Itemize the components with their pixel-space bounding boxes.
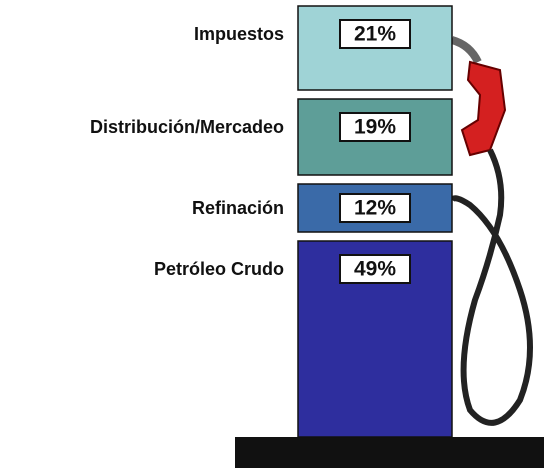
value-label: 19%: [354, 116, 396, 139]
category-label: Distribución/Mercadeo: [90, 117, 284, 137]
category-label: Refinación: [192, 198, 284, 218]
value-label: 49%: [354, 258, 396, 281]
value-box: [339, 19, 411, 49]
value-box: [339, 112, 411, 142]
pump-base: [235, 437, 544, 468]
value-label: 12%: [354, 197, 396, 220]
value-label: 21%: [354, 23, 396, 46]
value-box: [339, 193, 411, 223]
pump-nozzle: [449, 36, 533, 426]
value-box: [339, 254, 411, 284]
category-label: Impuestos: [194, 24, 284, 44]
category-label: Petróleo Crudo: [154, 259, 284, 279]
